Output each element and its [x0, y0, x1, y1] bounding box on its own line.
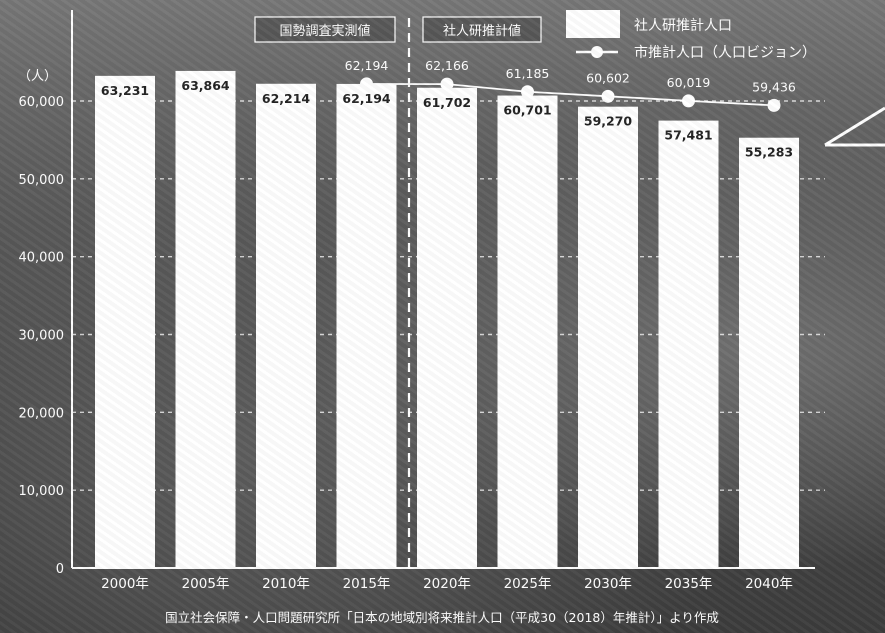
bar	[336, 83, 397, 568]
x-tick-label: 2020年	[423, 576, 471, 592]
bar	[739, 137, 799, 568]
vision-point	[767, 98, 781, 112]
vision-value-label: 60,019	[667, 75, 711, 90]
y-tick-label: 30,000	[19, 329, 65, 344]
bar	[658, 120, 719, 569]
vision-value-label: 59,436	[752, 79, 796, 94]
vision-point	[601, 89, 615, 103]
vision-point	[440, 77, 454, 91]
bar-value-label: 57,481	[664, 128, 712, 143]
bar	[417, 87, 477, 568]
y-axis-label: （人）	[18, 69, 57, 84]
legend-label-bar: 社人研推計人口	[634, 18, 732, 34]
section-label-box-census	[254, 16, 396, 43]
bar-value-labels: 63,231 63,864 62,214 62,194 61,702 60,701 59,2…	[101, 78, 793, 160]
x-tick-label: 2040年	[745, 576, 793, 592]
x-tick-label: 2015年	[343, 576, 391, 592]
bar-value-label: 63,231	[101, 83, 149, 98]
legend-label-line: 市推計人口（人口ビジョン）	[634, 44, 816, 61]
bar-value-label: 59,270	[584, 114, 633, 129]
decorative-stroke	[824, 106, 885, 147]
x-tick-label: 2010年	[262, 576, 310, 592]
y-tick-label: 60,000	[19, 95, 65, 110]
legend-swatch-marker	[591, 46, 603, 58]
bar-value-label: 61,702	[423, 95, 471, 110]
vision-line	[366, 83, 775, 107]
bar-value-label: 60,701	[503, 103, 551, 118]
y-tick-label: 50,000	[19, 173, 65, 188]
bar-value-label: 63,864	[181, 78, 230, 93]
bar	[497, 95, 558, 568]
x-tick-label: 2005年	[182, 576, 230, 592]
bars	[95, 70, 799, 569]
vision-point	[360, 77, 373, 91]
section-label-census: 国勢調査実測値	[279, 23, 370, 39]
bar	[578, 106, 638, 569]
y-tick-label: 40,000	[19, 251, 65, 266]
vision-point	[521, 85, 534, 99]
y-tick-label: 10,000	[19, 484, 65, 499]
vision-value-label: 61,185	[506, 66, 550, 81]
x-tick-label: 2030年	[584, 576, 632, 592]
bar	[175, 70, 236, 568]
vision-point	[682, 94, 695, 108]
vision-line-series: 62,194 62,166 61,185 60,602 60,019 59,436	[345, 58, 796, 112]
vision-value-label: 62,166	[425, 58, 469, 73]
bar-value-label: 55,283	[745, 145, 793, 160]
bar	[95, 75, 155, 568]
section-label-ipss: 社人研推計値	[443, 23, 521, 39]
x-tick-label: 2000年	[101, 576, 149, 592]
y-tick-label: 20,000	[19, 406, 65, 421]
legend: 社人研推計人口 市推計人口（人口ビジョン）	[566, 10, 816, 61]
x-axis-ticks: 2000年 2005年 2010年 2015年 2020年 2025年 2030年 2035年…	[101, 576, 793, 592]
source-note: 国立社会保障・人口問題研究所「日本の地域別将来推計人口（平成30（2018）年推…	[165, 610, 719, 625]
x-tick-label: 2035年	[665, 576, 713, 592]
vision-value-label: 62,194	[345, 58, 389, 73]
bar-value-label: 62,194	[342, 91, 391, 106]
y-tick-label: 0	[56, 562, 64, 577]
x-tick-label: 2025年	[504, 576, 552, 592]
vision-value-label: 60,602	[586, 70, 630, 85]
bar-value-label: 62,214	[262, 91, 311, 106]
y-axis-ticks: 0 10,000 20,000 30,000 40,000 50,000 60,000	[19, 95, 65, 577]
section-label-box-ipss	[422, 16, 542, 43]
bar	[256, 83, 316, 568]
legend-swatch-bar	[566, 10, 620, 38]
